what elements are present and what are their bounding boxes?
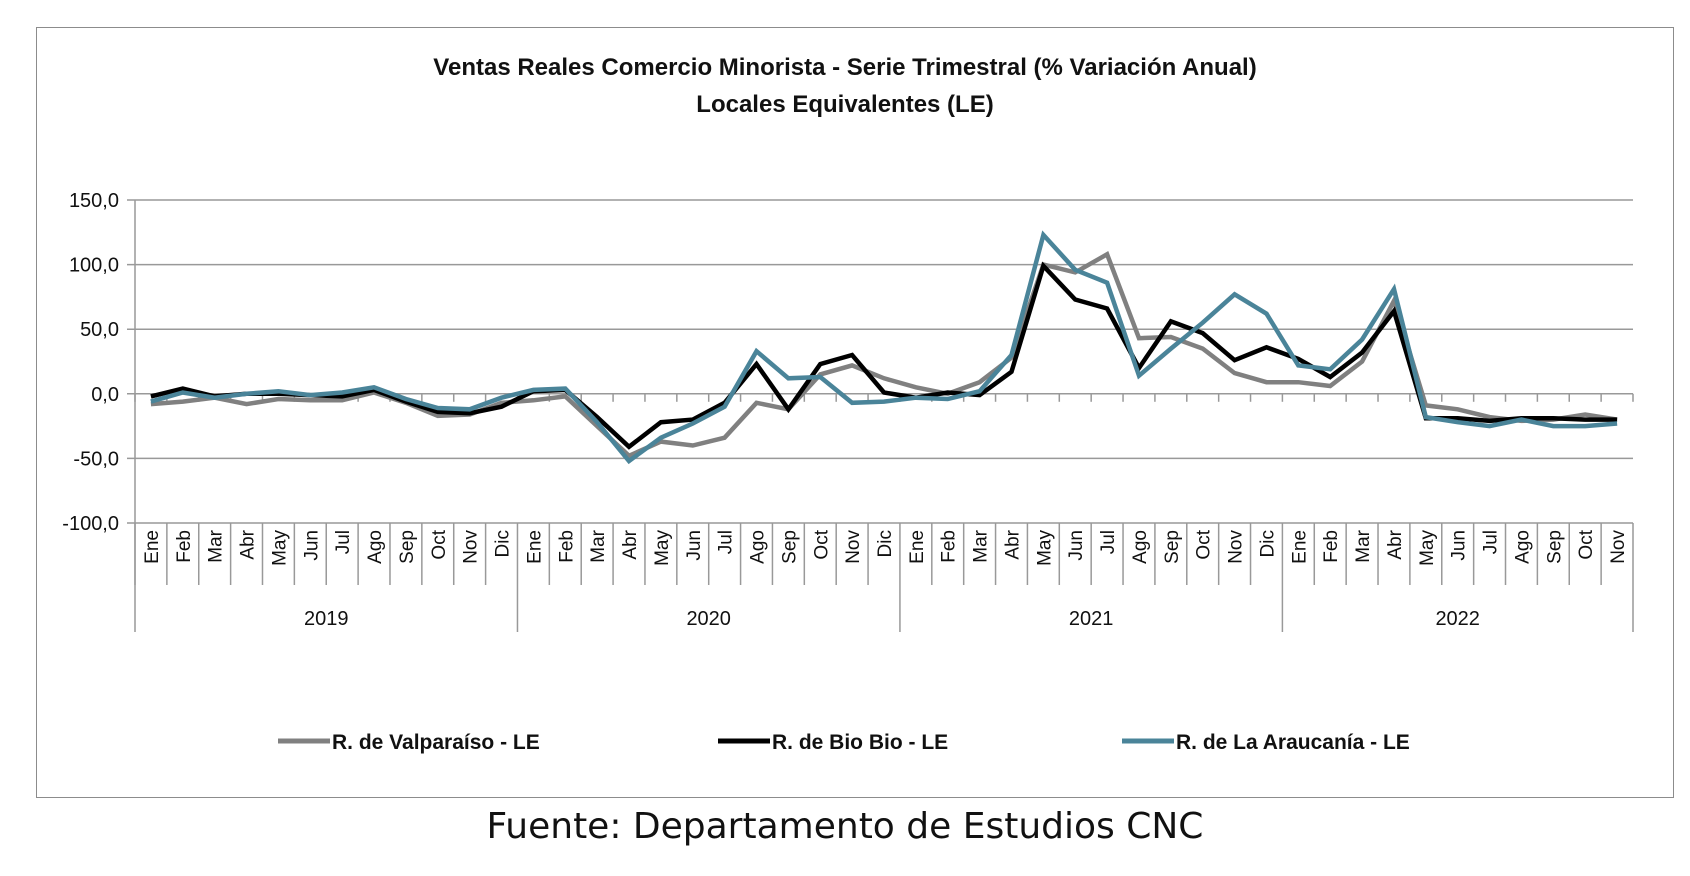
month-label: May bbox=[269, 530, 290, 566]
year-label: 2021 bbox=[1069, 608, 1114, 630]
month-label: Abr bbox=[620, 529, 641, 559]
month-label: Oct bbox=[811, 529, 832, 559]
y-tick-label: -50,0 bbox=[73, 448, 119, 470]
month-label: May bbox=[1417, 530, 1438, 566]
month-label: Jun bbox=[1449, 530, 1470, 561]
month-label: Nov bbox=[1226, 530, 1247, 564]
month-label: Mar bbox=[971, 529, 992, 562]
month-label: Oct bbox=[429, 529, 450, 559]
month-label: Jun bbox=[301, 530, 322, 561]
month-label: Nov bbox=[1608, 530, 1629, 564]
year-label: 2019 bbox=[304, 608, 349, 630]
month-label: Sep bbox=[397, 530, 418, 564]
month-label: Ene bbox=[907, 530, 928, 564]
chart-frame bbox=[36, 27, 1674, 798]
chart-title: Ventas Reales Comercio Minorista - Serie… bbox=[433, 54, 1256, 81]
source-note: Fuente: Departamento de Estudios CNC bbox=[486, 806, 1204, 847]
y-tick-label: -100,0 bbox=[62, 513, 119, 535]
month-label: Sep bbox=[1162, 530, 1183, 564]
month-label: Feb bbox=[1321, 530, 1342, 563]
legend-label: R. de Bio Bio - LE bbox=[772, 731, 948, 754]
month-label: Feb bbox=[556, 530, 577, 563]
month-label: Ago bbox=[365, 530, 386, 564]
month-label: Mar bbox=[588, 529, 609, 562]
y-tick-label: 0,0 bbox=[91, 384, 119, 406]
month-label: Ene bbox=[1289, 530, 1310, 564]
month-label: Nov bbox=[843, 530, 864, 564]
month-label: May bbox=[652, 530, 673, 566]
month-label: Ene bbox=[524, 530, 545, 564]
month-label: Ene bbox=[142, 530, 163, 564]
month-label: Mar bbox=[1353, 529, 1374, 562]
month-label: Feb bbox=[939, 530, 960, 563]
month-label: Jun bbox=[1066, 530, 1087, 561]
month-label: Dic bbox=[875, 530, 896, 557]
month-label: Sep bbox=[1544, 530, 1565, 564]
month-label: Jul bbox=[716, 530, 737, 554]
legend-label: R. de La Araucanía - LE bbox=[1176, 731, 1410, 754]
month-label: May bbox=[1034, 530, 1055, 566]
series-line-1 bbox=[150, 251, 1618, 459]
month-label: Dic bbox=[493, 530, 514, 557]
series-line-3 bbox=[150, 230, 1618, 465]
month-label: Abr bbox=[1002, 529, 1023, 559]
legend-label: R. de Valparaíso - LE bbox=[332, 731, 540, 754]
month-label: Jul bbox=[1481, 530, 1502, 554]
y-tick-label: 100,0 bbox=[69, 255, 119, 277]
month-label: Abr bbox=[1385, 529, 1406, 559]
y-tick-label: 50,0 bbox=[80, 319, 119, 341]
month-label: Jun bbox=[684, 530, 705, 561]
month-label: Oct bbox=[1576, 529, 1597, 559]
month-label: Mar bbox=[206, 529, 227, 562]
series-line-2 bbox=[150, 261, 1618, 450]
y-tick-label: 150,0 bbox=[69, 190, 119, 212]
month-label: Ago bbox=[1130, 530, 1151, 564]
month-label: Sep bbox=[779, 530, 800, 564]
month-label: Oct bbox=[1194, 529, 1215, 559]
month-label: Nov bbox=[461, 530, 482, 564]
month-label: Jul bbox=[1098, 530, 1119, 554]
year-label: 2022 bbox=[1435, 608, 1480, 630]
month-label: Feb bbox=[174, 530, 195, 563]
month-label: Dic bbox=[1257, 530, 1278, 557]
chart-subtitle: Locales Equivalentes (LE) bbox=[696, 91, 993, 118]
month-label: Jul bbox=[333, 530, 354, 554]
month-label: Abr bbox=[238, 529, 259, 559]
year-label: 2020 bbox=[686, 608, 731, 630]
month-label: Ago bbox=[748, 530, 769, 564]
month-label: Ago bbox=[1512, 530, 1533, 564]
